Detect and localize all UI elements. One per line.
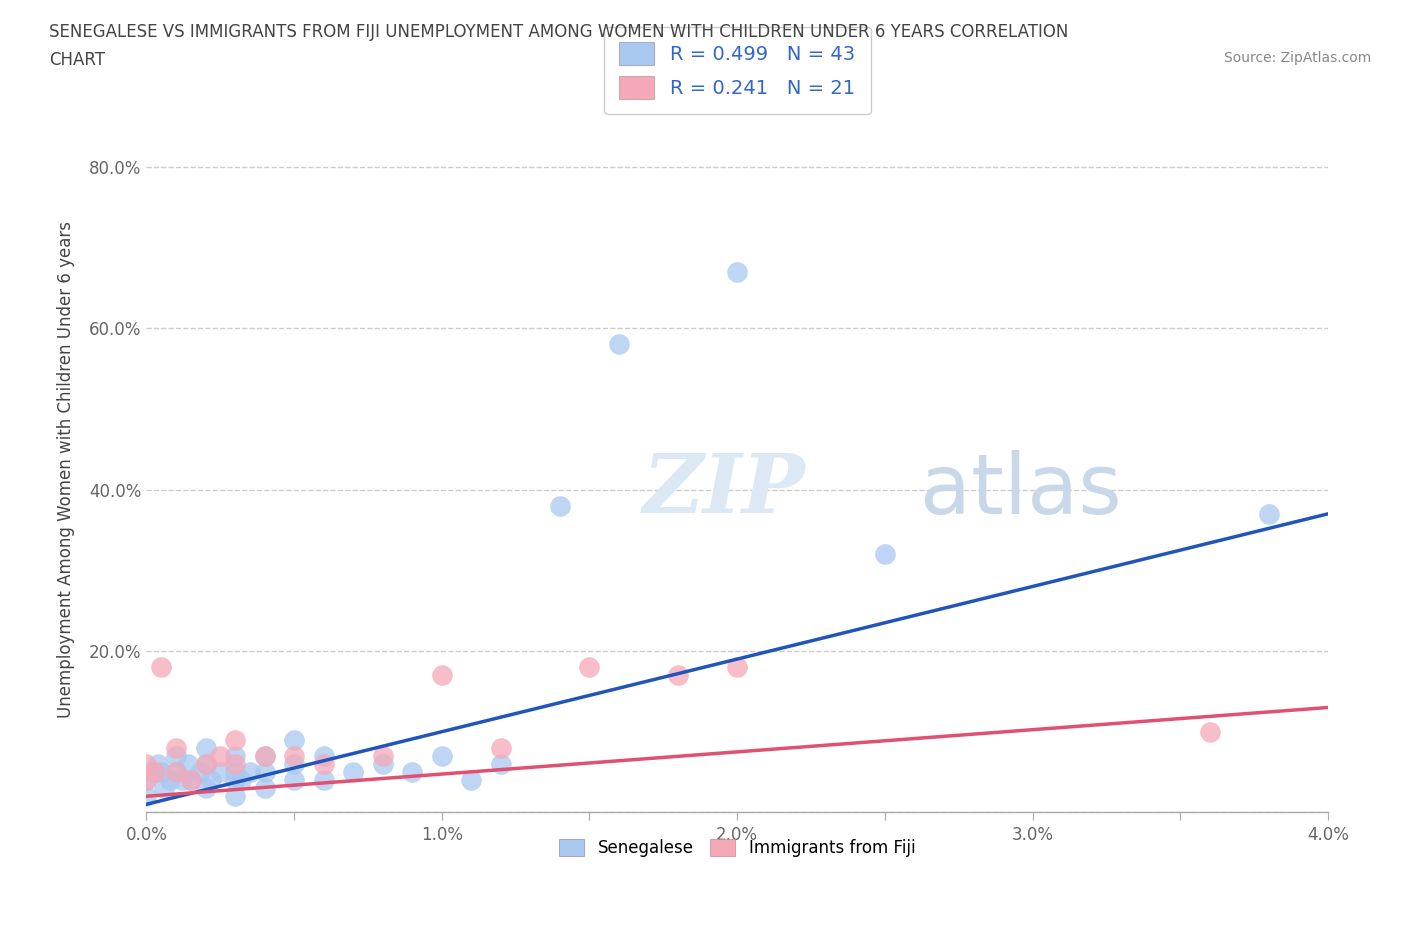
Point <box>165 764 187 779</box>
Point <box>224 756 246 771</box>
Point <box>224 773 246 788</box>
Text: ZIP: ZIP <box>643 450 806 530</box>
Point <box>188 764 211 779</box>
Point <box>312 756 335 771</box>
Point <box>371 756 394 771</box>
Point <box>224 749 246 764</box>
Point <box>159 773 181 788</box>
Point <box>283 732 305 747</box>
Point <box>283 756 305 771</box>
Point <box>401 764 423 779</box>
Point <box>194 756 217 771</box>
Point <box>312 749 335 764</box>
Text: Source: ZipAtlas.com: Source: ZipAtlas.com <box>1223 51 1371 65</box>
Point <box>209 749 232 764</box>
Point <box>224 789 246 804</box>
Point <box>1257 507 1279 522</box>
Point <box>135 756 157 771</box>
Point <box>430 749 453 764</box>
Point <box>607 337 630 352</box>
Point <box>312 773 335 788</box>
Point <box>548 498 571 513</box>
Point <box>1198 724 1220 739</box>
Point <box>165 740 187 755</box>
Point <box>460 773 482 788</box>
Point <box>342 764 364 779</box>
Point <box>165 764 187 779</box>
Point <box>135 773 157 788</box>
Point <box>371 749 394 764</box>
Legend: Senegalese, Immigrants from Fiji: Senegalese, Immigrants from Fiji <box>551 830 924 866</box>
Point <box>165 749 187 764</box>
Point <box>253 749 276 764</box>
Y-axis label: Unemployment Among Women with Children Under 6 years: Unemployment Among Women with Children U… <box>58 221 75 718</box>
Point <box>283 773 305 788</box>
Point <box>253 764 276 779</box>
Point <box>224 732 246 747</box>
Point <box>253 749 276 764</box>
Point <box>150 764 173 779</box>
Point <box>180 773 202 788</box>
Point <box>148 756 170 771</box>
Point <box>200 773 222 788</box>
Text: atlas: atlas <box>921 449 1122 531</box>
Point <box>224 764 246 779</box>
Point <box>253 781 276 796</box>
Point <box>150 659 173 674</box>
Point <box>725 659 748 674</box>
Point <box>489 756 512 771</box>
Point <box>170 773 193 788</box>
Point <box>194 740 217 755</box>
Point <box>873 547 896 562</box>
Point <box>180 773 202 788</box>
Point <box>283 749 305 764</box>
Point <box>194 781 217 796</box>
Point <box>578 659 600 674</box>
Point <box>143 764 166 779</box>
Point <box>489 740 512 755</box>
Text: CHART: CHART <box>49 51 105 69</box>
Point <box>725 264 748 279</box>
Point <box>135 789 157 804</box>
Point <box>239 764 262 779</box>
Point <box>194 756 217 771</box>
Point <box>141 764 163 779</box>
Text: SENEGALESE VS IMMIGRANTS FROM FIJI UNEMPLOYMENT AMONG WOMEN WITH CHILDREN UNDER : SENEGALESE VS IMMIGRANTS FROM FIJI UNEMP… <box>49 23 1069 41</box>
Point <box>135 773 157 788</box>
Point <box>177 756 200 771</box>
Point <box>209 764 232 779</box>
Point <box>153 781 176 796</box>
Point <box>430 668 453 683</box>
Point <box>229 773 252 788</box>
Point <box>666 668 689 683</box>
